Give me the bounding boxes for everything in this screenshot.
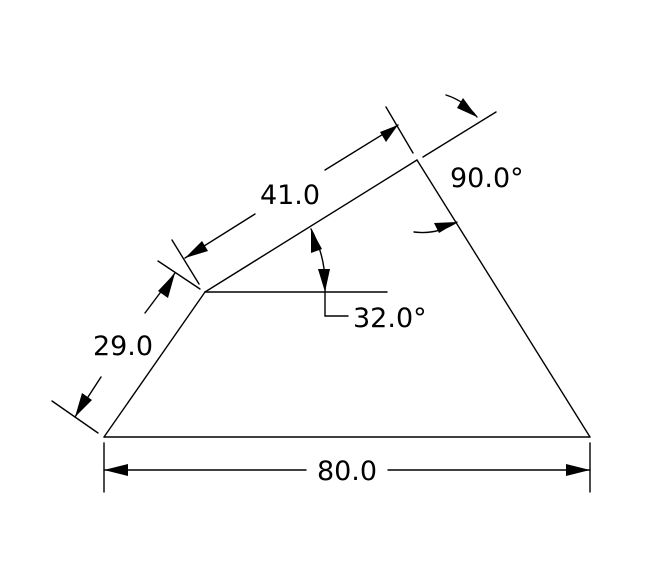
top-edge [204, 159, 418, 293]
arrowhead-left [104, 464, 128, 476]
bottom-length-dimension: 80.0 [103, 442, 591, 493]
extension-line [422, 111, 497, 158]
left-side-length-label: 29.0 [93, 331, 153, 362]
trapezoid-outline [103, 159, 591, 438]
arrowhead-inner [434, 222, 457, 233]
inclination-angle-dimension: 32.0° [204, 228, 427, 334]
arrowhead-lower [75, 393, 92, 417]
bottom-length-label: 80.0 [317, 456, 377, 487]
right-edge [416, 159, 591, 438]
arrowhead-outer [457, 98, 477, 117]
top-side-length-label: 41.0 [260, 180, 320, 211]
top-side-dimension: 41.0 [171, 106, 414, 285]
arrowhead-upper [311, 229, 322, 253]
left-side-dimension: 29.0 [51, 260, 201, 434]
arrowhead-lower [185, 241, 208, 258]
inclination-angle-label: 32.0° [353, 303, 427, 334]
extension-line-upper [385, 106, 414, 154]
extension-line-upper [157, 260, 201, 290]
corner-angle-dimension: 90.0° [413, 94, 524, 234]
extension-line-lower [171, 239, 200, 285]
arrowhead-lower [318, 269, 330, 292]
arrowhead-upper [158, 273, 175, 298]
arrowhead-right [566, 464, 590, 476]
left-edge [103, 291, 206, 438]
arrowhead-upper [380, 125, 398, 142]
corner-angle-label: 90.0° [450, 163, 524, 194]
